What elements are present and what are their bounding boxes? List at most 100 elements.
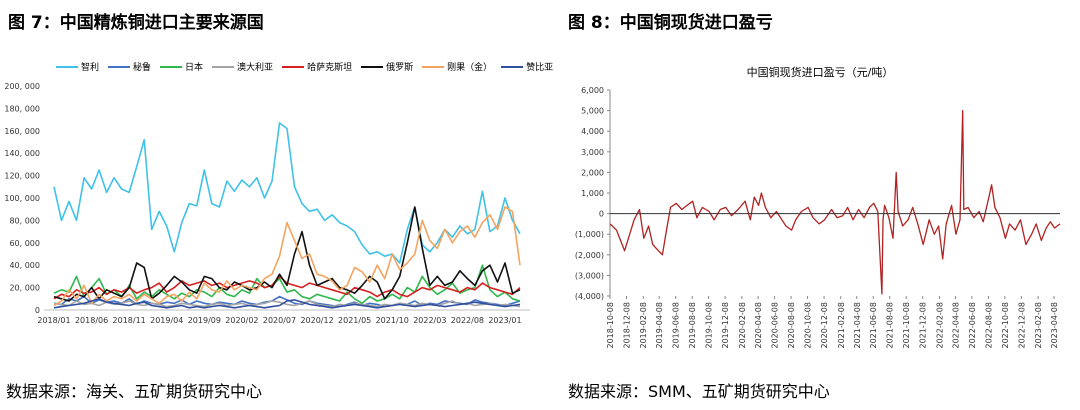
legend-item: 澳大利亚	[212, 60, 273, 73]
x-tick-label: 2022/03	[413, 316, 446, 325]
legend-swatch	[160, 65, 183, 68]
figure-8-source: 数据来源：SMM、五矿期货研究中心	[568, 382, 830, 401]
x-tick-label: 2021-04-08	[853, 302, 862, 349]
y-tick-label: 5,000	[581, 107, 604, 116]
series-line-哈萨克斯坦	[53, 275, 521, 300]
y-tick-label: 20, 000	[9, 284, 40, 293]
series-line-刚果（金）	[53, 206, 521, 307]
y-tick-label: (2,000)	[575, 251, 604, 260]
x-tick-label: 2020-12-08	[820, 302, 829, 349]
x-tick-label: 2021/05	[338, 316, 371, 325]
x-tick-label: 2021/10	[376, 316, 409, 325]
x-tick-label: 2019-04-08	[655, 302, 664, 349]
legend-item: 哈萨克斯坦	[282, 60, 352, 73]
x-tick-label: 2018-12-08	[622, 302, 631, 349]
chart2-title: 中国铜现货进口盈亏（元/吨）	[746, 66, 894, 79]
x-tick-label: 2018/01	[37, 316, 70, 325]
legend-item: 智利	[56, 60, 99, 73]
y-tick-label: 0	[599, 210, 604, 219]
legend-label: 日本	[185, 63, 204, 73]
legend-item: 赞比亚	[501, 60, 553, 73]
legend-swatch	[422, 65, 445, 68]
legend-label: 赞比亚	[526, 63, 554, 73]
y-tick-label: (4,000)	[575, 292, 604, 301]
y-tick-label: 1,000	[581, 189, 604, 198]
series-line-澳大利亚	[53, 300, 521, 308]
x-tick-label: 2023-02-08	[1034, 302, 1043, 349]
x-tick-label: 2022-12-08	[1017, 302, 1026, 349]
series-line-赞比亚	[53, 297, 521, 309]
x-tick-label: 2021-10-08	[902, 302, 911, 349]
legend-item: 日本	[160, 60, 203, 73]
legend-label: 哈萨克斯坦	[307, 63, 353, 73]
x-tick-label: 2020-10-08	[804, 302, 813, 349]
y-tick-label: (3,000)	[575, 271, 604, 280]
legend-label: 刚果（金）	[447, 63, 493, 73]
legend-item: 刚果（金）	[422, 60, 492, 73]
x-tick-label: 2020-06-08	[771, 302, 780, 349]
legend-label: 秘鲁	[133, 63, 152, 73]
y-tick-label: 100, 000	[4, 194, 40, 203]
x-tick-label: 2022/08	[451, 316, 484, 325]
y-tick-label: 40, 000	[9, 261, 40, 270]
profit-line	[609, 109, 1061, 295]
figure-7-source: 数据来源：海关、五矿期货研究中心	[6, 382, 263, 401]
figure-8-title: 图 8：中国铜现货进口盈亏	[568, 13, 773, 33]
y-tick-label: 80, 000	[9, 216, 40, 225]
x-tick-label: 2022-02-08	[935, 302, 944, 349]
y-tick-label: (1,000)	[575, 230, 604, 239]
y-tick-label: 160, 000	[4, 127, 40, 136]
x-tick-label: 2020/02	[225, 316, 258, 325]
legend-swatch	[501, 65, 524, 68]
y-tick-label: 140, 000	[4, 149, 40, 158]
x-tick-label: 2020-08-08	[787, 302, 796, 349]
legend-label: 澳大利亚	[237, 63, 274, 73]
series-line-智利	[53, 122, 521, 264]
legend-item: 俄罗斯	[361, 60, 413, 73]
chart1-svg: 0 20, 000 40, 000 60, 000 80, 000 100, 000 120…	[4, 82, 530, 325]
x-tick-label: 2020/07	[263, 316, 296, 325]
chart1-legend: 智利 秘鲁 日本 澳大利亚 哈萨克斯坦 俄罗斯 刚果（金） 赞比亚	[56, 60, 553, 74]
series-line-俄罗斯	[53, 206, 521, 302]
x-tick-label: 2018-10-08	[606, 302, 615, 349]
x-tick-label: 2018/06	[75, 316, 108, 325]
y-tick-label: 4,000	[581, 127, 604, 136]
figure-7-panel: 图 7：中国精炼铜进口主要来源国 智利 秘鲁 日本 澳大利亚 哈萨克斯坦 俄罗斯 刚果（金）…	[4, 13, 553, 401]
y-tick-label: 2,000	[581, 168, 604, 177]
y-tick-label: 0	[35, 306, 40, 315]
figure-7-title: 图 7：中国精炼铜进口主要来源国	[8, 13, 264, 33]
y-tick-label: 120, 000	[4, 172, 40, 181]
x-tick-label: 2022-04-08	[951, 302, 960, 349]
x-tick-label: 2019-06-08	[672, 302, 681, 349]
x-tick-label: 2021-06-08	[869, 302, 878, 349]
y-tick-label: 60, 000	[9, 239, 40, 248]
x-tick-label: 2019-12-08	[721, 302, 730, 349]
x-tick-label: 2020/12	[300, 316, 333, 325]
x-tick-label: 2019/04	[150, 316, 183, 325]
legend-swatch	[361, 65, 384, 68]
x-tick-label: 2019-08-08	[688, 302, 697, 349]
legend-item: 秘鲁	[108, 60, 151, 73]
legend-swatch	[282, 65, 305, 68]
series-line-秘鲁	[53, 295, 521, 308]
x-tick-label: 2020-02-08	[738, 302, 747, 349]
x-tick-label: 2019/09	[188, 316, 221, 325]
y-tick-label: 180, 000	[4, 104, 40, 113]
chart2-svg: (4,000) (3,000) (2,000) (1,000) 0 1,000 2,000 3…	[575, 86, 1061, 349]
x-tick-label: 2022-10-08	[1001, 302, 1010, 349]
y-tick-label: 6,000	[581, 86, 604, 95]
legend-swatch	[56, 65, 78, 68]
x-tick-label: 2019-02-08	[639, 302, 648, 349]
x-tick-label: 2021-12-08	[919, 302, 928, 349]
legend-swatch	[212, 65, 235, 68]
x-tick-label: 2023-04-08	[1050, 302, 1059, 349]
legend-label: 智利	[81, 63, 100, 73]
y-tick-label: 3,000	[581, 148, 604, 157]
x-tick-label: 2020-04-08	[754, 302, 763, 349]
x-tick-label: 2018/11	[113, 316, 146, 325]
x-tick-label: 2022-08-08	[984, 302, 993, 349]
x-tick-label: 2021-08-08	[886, 302, 895, 349]
y-tick-label: 200, 000	[4, 82, 40, 91]
legend-label: 俄罗斯	[386, 63, 414, 73]
x-tick-label: 2019-10-08	[705, 302, 714, 349]
